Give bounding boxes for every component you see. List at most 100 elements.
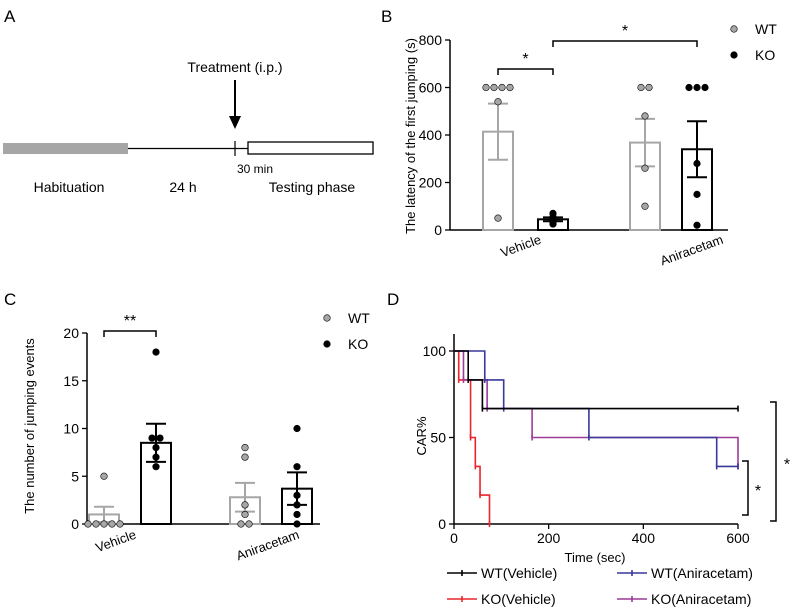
- schematic-panel: Treatment (i.p.) Habituation 24 h 30 min…: [3, 59, 374, 195]
- habituation-label: Habituation: [34, 179, 105, 195]
- chart-b-data-point: [641, 202, 649, 210]
- chart-c-data-point: [293, 501, 301, 509]
- chart-d-significance-bracket: [742, 460, 749, 516]
- chart-b-ylabel: The latency of the first jumping (s): [403, 38, 418, 234]
- chart-c-data-point: [152, 348, 160, 356]
- chart-b-data-point: [490, 83, 498, 92]
- chart-c-data-point: [241, 501, 249, 509]
- survival-chart: CAR% Time (sec) 0 50 100 0 200 400 600 * * WT(Veh…: [414, 334, 790, 607]
- chart-b-significance-label: *: [622, 23, 628, 40]
- chart-c-significance-label: **: [124, 313, 136, 330]
- jumping-events-chart: The number of jumping events Vehicle Ani…: [22, 310, 370, 563]
- chart-b-data-point: [498, 83, 506, 92]
- chart-b-data-point: [645, 83, 653, 92]
- chart-b-y-tick-label: 600: [419, 80, 443, 96]
- chart-d-significance-bracket: [770, 401, 777, 522]
- chart-d-xlabel: Time (sec): [565, 550, 626, 565]
- panel-label-a: A: [4, 7, 16, 26]
- chart-d-curve: [454, 350, 491, 524]
- chart-c-data-point: [237, 520, 245, 528]
- chart-d-significance-label: *: [784, 457, 790, 474]
- habituation-bar: [3, 143, 128, 154]
- chart-c-data-point: [241, 453, 249, 461]
- chart-c-y-tick-label: 10: [63, 421, 79, 437]
- chart-c-data-point: [156, 434, 164, 442]
- chart-c-category-vehicle: Vehicle: [94, 527, 139, 555]
- chart-c-data-point: [293, 463, 301, 471]
- chart-c-data-point: [293, 520, 301, 528]
- chart-c-data-point: [241, 510, 249, 519]
- interval-label: 24 h: [169, 179, 196, 195]
- chart-b-data-point: [693, 159, 701, 168]
- chart-b-significance-label: *: [522, 51, 528, 68]
- chart-d-legend-label: KO(Vehicle): [481, 591, 556, 607]
- treatment-arrow-head: [229, 116, 241, 129]
- chart-b-category-aniracetam: Aniracetam: [658, 232, 725, 269]
- chart-b-significance-bracket: [497, 68, 554, 75]
- testing-phase-bar: [247, 141, 374, 155]
- chart-b-y-tick-label: 0: [434, 222, 442, 238]
- chart-b-legend-label-wt: WT: [755, 21, 777, 37]
- chart-d-y-tick-label: 0: [438, 516, 446, 532]
- panel-label-d: D: [387, 290, 399, 309]
- chart-b-legend-marker: [730, 51, 738, 59]
- chart-c-ylabel: The number of jumping events: [22, 338, 37, 514]
- chart-c-data-point: [100, 520, 108, 528]
- chart-c-significance-bracket: [103, 330, 157, 337]
- chart-c-data-point: [152, 453, 160, 461]
- chart-d-y-tick-label: 100: [423, 343, 447, 359]
- chart-b-data-point: [693, 190, 701, 198]
- chart-c-y-tick-label: 15: [63, 373, 79, 389]
- chart-d-x-tick-label: 200: [537, 530, 561, 546]
- chart-b-data-point: [641, 164, 649, 172]
- chart-b-data-point: [685, 83, 693, 92]
- chart-c-data-point: [293, 424, 301, 433]
- chart-c-data-point: [152, 444, 160, 452]
- chart-b-y-tick-label: 400: [419, 127, 443, 143]
- chart-b-data-point: [637, 83, 645, 92]
- chart-d-x-tick-label: 400: [632, 530, 656, 546]
- chart-c-data-point: [108, 520, 116, 528]
- chart-b-data-point: [693, 83, 701, 92]
- chart-c-data-point: [92, 520, 100, 528]
- chart-b-data-point: [701, 83, 709, 92]
- chart-c-data-point: [84, 520, 92, 528]
- chart-b-category-vehicle: Vehicle: [499, 232, 544, 260]
- chart-b-data-point: [506, 83, 514, 92]
- chart-c-y-tick-label: 20: [63, 325, 79, 341]
- chart-b-significance-bracket: [552, 40, 698, 47]
- chart-b-y-tick-label: 800: [419, 32, 443, 48]
- chart-b-data-point: [482, 83, 490, 92]
- chart-d-x-tick-label: 0: [450, 530, 458, 546]
- chart-c-data-point: [293, 491, 301, 499]
- chart-c-legend-marker: [323, 340, 331, 348]
- chart-d-x-tick-label: 600: [726, 530, 750, 546]
- chart-c-data-point: [100, 472, 108, 480]
- chart-c-category-aniracetam: Aniracetam: [234, 527, 301, 564]
- chart-c-y-tick-label: 0: [71, 516, 79, 532]
- chart-b-data-point: [549, 209, 557, 217]
- chart-b-data-point: [494, 214, 502, 222]
- chart-c-data-point: [293, 510, 301, 519]
- chart-b-legend-marker: [730, 25, 738, 33]
- chart-d-legend-label: WT(Vehicle): [481, 565, 557, 581]
- chart-b-data-point: [494, 98, 502, 106]
- chart-d-legend-label: WT(Aniracetam): [651, 565, 753, 581]
- chart-d-y-tick-label: 50: [430, 430, 446, 446]
- chart-d-curve: [454, 350, 738, 410]
- chart-b-data-point: [641, 112, 649, 120]
- testing-phase-label: Testing phase: [269, 179, 356, 195]
- panel-label-b: B: [381, 7, 392, 26]
- panel-label-c: C: [4, 290, 16, 309]
- chart-b-legend-label-ko: KO: [755, 47, 775, 63]
- latency-chart: The latency of the first jumping (s) Veh…: [403, 21, 777, 268]
- chart-c-data-point: [148, 434, 156, 442]
- chart-c-legend-label-ko: KO: [348, 336, 368, 352]
- chart-b-y-tick-label: 200: [419, 175, 443, 191]
- treatment-label: Treatment (i.p.): [187, 59, 282, 75]
- offset-label: 30 min: [237, 162, 273, 176]
- chart-c-legend-label-wt: WT: [348, 310, 370, 326]
- chart-d-legend-label: KO(Aniracetam): [651, 591, 751, 607]
- chart-d-significance-label: *: [755, 483, 761, 500]
